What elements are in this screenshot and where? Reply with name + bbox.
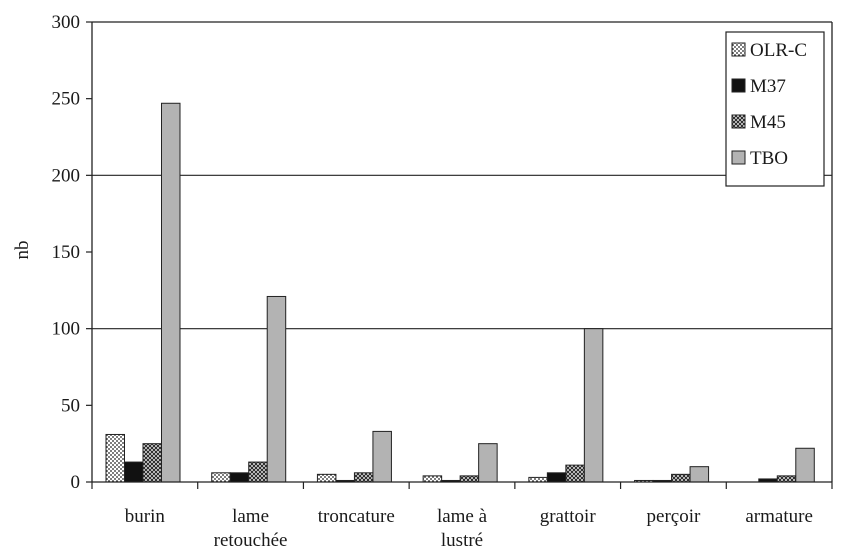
bar-tbo xyxy=(372,430,392,483)
bar-olr-c xyxy=(105,433,125,483)
bar-m45 xyxy=(248,461,268,483)
legend-swatch xyxy=(731,150,746,165)
x-tick-label: perçoir xyxy=(647,506,701,527)
bar-tbo xyxy=(795,447,815,483)
y-tick-label: 50 xyxy=(61,395,80,416)
plot-frame xyxy=(91,22,833,483)
bar-m37 xyxy=(124,461,144,483)
x-axis: burin lame retouchée troncature lame à lustré… xyxy=(91,482,833,551)
bar-m45 xyxy=(776,475,797,483)
bar-m37 xyxy=(546,472,567,483)
y-tick-label: 300 xyxy=(52,12,81,33)
x-tick-label: armature xyxy=(745,506,813,527)
x-tick-label: lame à xyxy=(437,506,488,527)
bar-m45 xyxy=(353,472,374,483)
bar-m37 xyxy=(229,472,250,483)
legend-label: TBO xyxy=(750,148,788,169)
x-tick-label: burin xyxy=(125,506,166,527)
bar-m45 xyxy=(459,475,480,483)
bar-olr-c xyxy=(211,472,231,483)
bar-tbo xyxy=(583,328,604,483)
legend-label: M37 xyxy=(750,76,786,97)
bar-m45 xyxy=(142,443,162,483)
y-tick-label: 0 xyxy=(71,472,81,493)
y-tick-label: 200 xyxy=(52,165,81,186)
legend-label: M45 xyxy=(750,112,786,133)
legend: OLR-C M37 M45 TBO xyxy=(725,31,825,187)
legend-label: OLR-C xyxy=(750,40,807,61)
y-tick-label: 250 xyxy=(52,89,81,110)
bar-tbo xyxy=(266,295,287,483)
y-tick-label: 150 xyxy=(52,242,81,263)
bar-tbo xyxy=(161,102,181,483)
bar-olr-c xyxy=(422,475,443,483)
bar-tbo xyxy=(689,466,710,483)
legend-swatch xyxy=(731,114,746,129)
y-tick-label: 100 xyxy=(52,319,81,340)
y-axis: 0 50 100 150 200 250 300 xyxy=(52,12,92,493)
bar-olr-c xyxy=(316,473,337,483)
x-tick-label: retouchée xyxy=(214,530,288,551)
bar-m45 xyxy=(671,473,691,483)
legend-swatch xyxy=(731,42,746,57)
legend-swatch xyxy=(731,78,746,93)
gridlines xyxy=(92,21,832,330)
x-tick-label: grattoir xyxy=(540,506,597,527)
bar-olr-c xyxy=(528,476,548,483)
x-tick-label: lustré xyxy=(441,530,483,551)
bar-m45 xyxy=(565,464,585,483)
bars xyxy=(105,102,815,483)
x-tick-label: troncature xyxy=(318,506,395,527)
bar-tbo xyxy=(478,443,498,483)
y-axis-title: nb xyxy=(12,241,33,260)
x-tick-label: lame xyxy=(232,506,269,527)
